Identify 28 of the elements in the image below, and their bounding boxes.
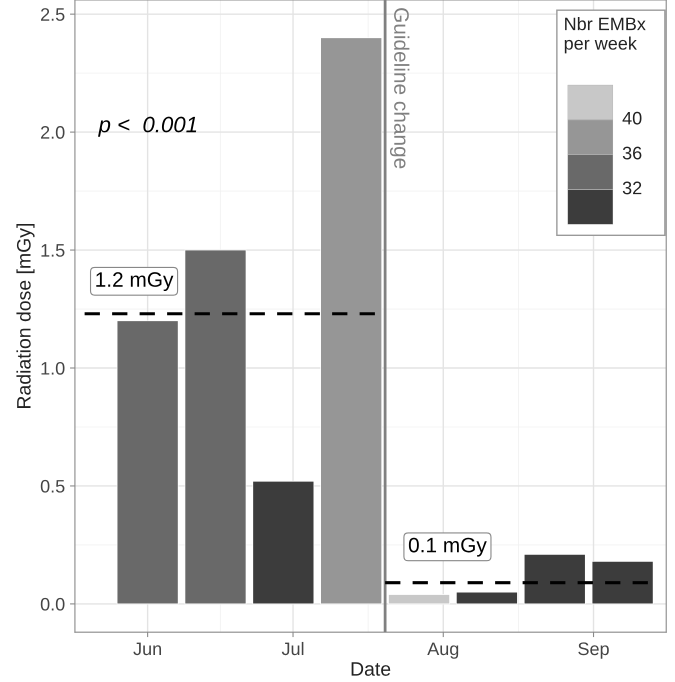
bar bbox=[388, 594, 450, 604]
bar bbox=[524, 554, 586, 604]
x-axis-title: Date bbox=[352, 662, 390, 676]
color-bar-title: Nbr EMBx per week bbox=[564, 17, 646, 54]
annotation: 32 bbox=[622, 182, 642, 194]
ref-line-label: Guideline change bbox=[390, 8, 410, 168]
bar bbox=[184, 250, 246, 604]
annotation: p < 0.001 bbox=[98, 116, 196, 137]
annotation: 36 bbox=[622, 146, 642, 160]
bar bbox=[592, 561, 654, 604]
annotation: 0.1 mGy bbox=[408, 538, 487, 557]
annotation: 40 bbox=[622, 112, 642, 125]
bar bbox=[456, 592, 518, 604]
y-tick-label: 2.0 bbox=[41, 126, 64, 139]
x-tick-label: Jul bbox=[282, 642, 304, 656]
x-tick-label: Sep bbox=[578, 642, 609, 659]
bar bbox=[320, 37, 382, 604]
y-tick-label: 2.5 bbox=[41, 8, 64, 21]
bar bbox=[252, 480, 314, 604]
annotation: 1.2 mGy bbox=[96, 272, 174, 292]
y-axis-title: Radiation dose [mGy] bbox=[16, 224, 35, 408]
x-tick-label: Jun bbox=[133, 642, 162, 656]
y-tick-label: 0.5 bbox=[40, 480, 64, 493]
y-tick-label: 0.0 bbox=[40, 598, 64, 611]
y-tick-label: 1.5 bbox=[41, 244, 64, 257]
x-tick-label: Aug bbox=[427, 642, 458, 659]
y-tick-label: 1.0 bbox=[41, 362, 64, 375]
bar bbox=[116, 320, 179, 604]
